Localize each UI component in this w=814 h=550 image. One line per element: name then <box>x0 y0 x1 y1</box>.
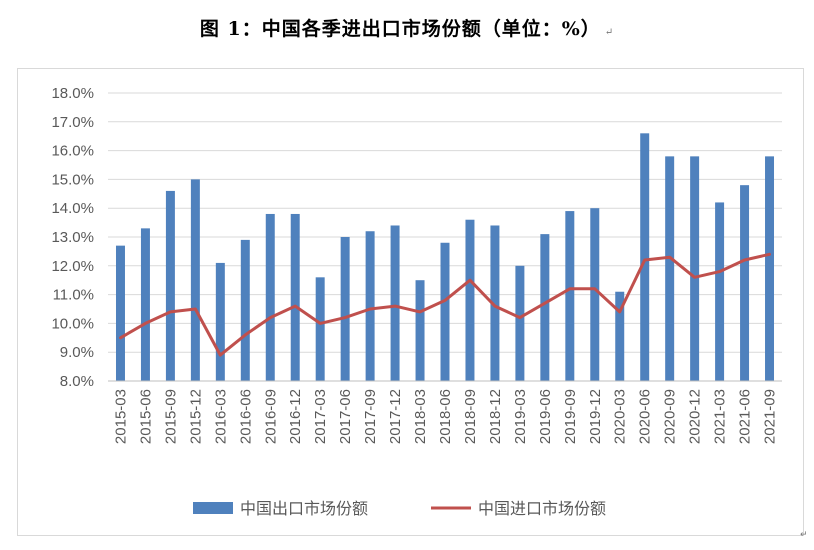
y-tick-label: 15.0% <box>51 171 94 188</box>
x-tick-label: 2019-06 <box>537 389 554 444</box>
figure-title: 图 1：中国各季进出口市场份额（单位：%） ↵ <box>0 14 814 41</box>
bar-export-share <box>465 219 475 381</box>
x-tick-label: 2018-12 <box>487 389 504 444</box>
bar-export-share <box>765 156 775 381</box>
x-tick-label: 2020-09 <box>662 389 679 444</box>
x-tick-label: 2017-03 <box>312 389 329 444</box>
bar-export-share <box>390 225 400 381</box>
x-tick-label: 2015-09 <box>162 389 179 444</box>
y-tick-label: 14.0% <box>51 200 94 217</box>
x-tick-label: 2019-09 <box>562 389 579 444</box>
bar-export-share <box>340 237 350 381</box>
bar-export-share <box>290 213 300 381</box>
y-tick-label: 16.0% <box>51 143 94 160</box>
bar-export-share <box>640 133 650 381</box>
bar-export-share <box>115 245 125 381</box>
x-tick-label: 2021-06 <box>737 389 754 444</box>
y-tick-label: 8.0% <box>60 373 94 390</box>
y-tick-label: 18.0% <box>51 85 94 102</box>
x-tick-label: 2016-09 <box>262 389 279 444</box>
bar-export-share <box>565 211 575 381</box>
x-tick-label: 2015-06 <box>137 389 154 444</box>
x-tick-label: 2021-03 <box>712 389 729 444</box>
bar-export-share <box>740 185 750 381</box>
x-tick-label: 2016-12 <box>287 389 304 444</box>
corner-paragraph-mark: ↵ <box>800 530 808 540</box>
x-tick-label: 2020-06 <box>637 389 654 444</box>
x-tick-label: 2021-09 <box>762 389 779 444</box>
x-tick-label: 2018-06 <box>437 389 454 444</box>
x-tick-label: 2015-03 <box>112 389 129 444</box>
x-tick-label: 2019-12 <box>587 389 604 444</box>
bar-export-share <box>440 242 450 381</box>
y-tick-label: 10.0% <box>51 315 94 332</box>
bar-export-share <box>265 213 275 381</box>
chart-frame <box>17 68 804 536</box>
bar-export-share <box>515 265 525 381</box>
legend-label-import: 中国进口市场份额 <box>478 499 606 518</box>
bar-export-share <box>415 280 425 381</box>
x-tick-label: 2016-03 <box>212 389 229 444</box>
bar-export-share <box>715 202 725 381</box>
figure-title-text: 图 1：中国各季进出口市场份额（单位：%） <box>199 18 601 40</box>
legend-swatch-export <box>193 502 233 514</box>
legend-label-export: 中国出口市场份额 <box>240 499 368 518</box>
bar-export-share <box>190 179 200 381</box>
bar-export-share <box>140 228 150 381</box>
bar-export-share <box>665 156 675 381</box>
bar-export-share <box>590 208 600 381</box>
bar-export-share <box>615 291 625 381</box>
x-tick-label: 2017-12 <box>387 389 404 444</box>
x-tick-label: 2015-12 <box>187 389 204 444</box>
x-tick-label: 2016-06 <box>237 389 254 444</box>
bar-export-share <box>490 225 500 381</box>
x-tick-label: 2019-03 <box>512 389 529 444</box>
bar-export-share <box>315 277 325 381</box>
x-tick-label: 2017-09 <box>362 389 379 444</box>
bar-export-share <box>540 234 550 381</box>
bar-export-share <box>690 156 700 381</box>
bar-export-share <box>365 231 375 381</box>
paragraph-mark: ↵ <box>604 27 615 38</box>
x-tick-label: 2018-09 <box>462 389 479 444</box>
y-tick-label: 11.0% <box>53 287 94 304</box>
y-tick-label: 13.0% <box>51 229 94 246</box>
y-tick-label: 12.0% <box>51 258 94 275</box>
bar-export-share <box>165 190 175 381</box>
x-tick-label: 2017-06 <box>337 389 354 444</box>
bar-export-share <box>215 262 225 381</box>
bar-export-share <box>240 239 250 381</box>
x-tick-label: 2018-03 <box>412 389 429 444</box>
x-tick-label: 2020-03 <box>612 389 629 444</box>
y-tick-label: 17.0% <box>51 114 94 131</box>
line-import-share <box>119 252 771 357</box>
y-tick-label: 9.0% <box>60 344 94 361</box>
x-tick-label: 2020-12 <box>687 389 704 444</box>
